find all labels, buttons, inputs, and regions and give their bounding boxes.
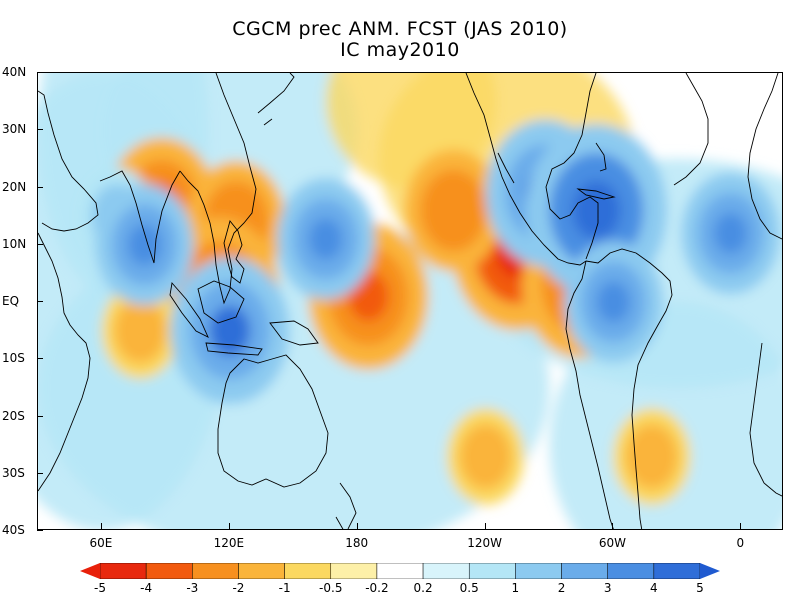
florida-coastline	[595, 142, 607, 172]
northwest-pacific-positive	[436, 189, 471, 232]
x-tick	[484, 523, 486, 530]
new-guinea-coastline	[269, 320, 319, 346]
sumatra-coastline	[169, 281, 209, 338]
north-america-coastline	[465, 73, 587, 266]
colorbar-label: 3	[603, 581, 612, 595]
arabia-coastline	[38, 90, 99, 232]
colorbar-cell	[422, 563, 470, 579]
colorbar-cell	[99, 563, 147, 579]
coastlines	[38, 73, 782, 529]
west-pacific-negative	[309, 218, 343, 260]
y-tick	[37, 530, 43, 531]
y-tick-label: EQ	[2, 294, 20, 308]
borneo-coastline	[197, 280, 245, 324]
x-tick-label: 120E	[213, 536, 245, 550]
x-tick-label: 0	[736, 536, 745, 550]
philippines-coastline	[223, 220, 245, 284]
colorbar-cell	[238, 563, 285, 579]
colorbar-label: 2	[557, 581, 566, 595]
colorbar-label: -2	[232, 581, 245, 595]
colorbar-label: -0.5	[319, 581, 343, 595]
colorbar-label: -0.2	[365, 581, 389, 595]
colorbar-cell	[515, 563, 562, 579]
gulf-coastline	[545, 73, 599, 260]
y-tick-label: 30N	[2, 122, 27, 137]
india-negative	[127, 224, 162, 266]
australia-coastline	[217, 354, 329, 488]
colorbar-cell	[561, 563, 608, 579]
baja-coastline	[497, 152, 515, 184]
southern-africa-coastline	[749, 342, 782, 497]
x-tick	[740, 523, 742, 530]
south-america-coastline	[565, 248, 673, 529]
x-tick	[612, 523, 614, 530]
x-tick-label: 60E	[89, 536, 113, 550]
west-africa-negative	[714, 212, 748, 254]
x-tick	[228, 523, 230, 530]
colorbar-label: 0.5	[459, 581, 479, 595]
y-tick	[37, 186, 43, 188]
y-tick-label: 40S	[2, 523, 25, 537]
new-zealand-coastline	[335, 482, 357, 529]
y-tick	[37, 472, 43, 474]
y-tick	[37, 72, 43, 73]
colorbar-label: 1	[511, 581, 520, 595]
colorbar-label: -3	[186, 581, 199, 595]
colorbar-cell	[376, 563, 424, 579]
y-tick-label: 10S	[2, 351, 25, 366]
x-tick-label: 60W	[598, 536, 627, 550]
indonesia-negative	[209, 305, 251, 356]
x-tick-label: 180	[345, 536, 369, 550]
colorbar-label: -5	[94, 581, 106, 595]
colorbar-label: 0.2	[413, 581, 433, 595]
colorbar-cell	[145, 563, 193, 579]
y-tick-label: 30S	[2, 465, 25, 480]
y-tick-label: 20S	[2, 408, 25, 423]
colorbar-cell	[192, 563, 239, 579]
atlantic-coastline	[673, 73, 709, 186]
y-tick-label: 10N	[2, 236, 27, 251]
japan-coastline	[257, 73, 295, 126]
caribbean-negative	[572, 181, 621, 240]
colorbar-left-arrow	[80, 563, 100, 579]
y-tick-label: 40N	[2, 65, 27, 79]
colorbar-cell	[653, 563, 701, 579]
y-tick	[37, 358, 43, 360]
south-pacific-positive	[472, 440, 499, 473]
colorbar-label: -4	[140, 581, 153, 595]
colorbar-label: -1	[278, 581, 291, 595]
colorbar-cell	[468, 563, 516, 579]
colorbar-right-arrow	[700, 563, 720, 579]
asia-coastline	[179, 73, 257, 305]
y-tick	[37, 301, 43, 302]
y-tick	[37, 129, 43, 131]
y-tick-label: 20N	[2, 179, 27, 194]
colorbar-cell	[330, 563, 378, 579]
colorbar-cell	[284, 563, 332, 579]
indian-ocean-positive	[127, 314, 154, 347]
map-plot-area	[37, 72, 783, 530]
x-tick-label: 120W	[467, 536, 502, 550]
south-america-positive	[638, 440, 665, 473]
y-tick	[37, 415, 43, 417]
amazon-negative	[596, 281, 631, 323]
chart-subtitle: IC may2010	[340, 39, 460, 61]
colorbar-label: 5	[696, 581, 704, 595]
india-coastline	[99, 170, 181, 264]
x-tick	[100, 523, 102, 530]
africa-coastline	[38, 232, 91, 492]
colorbar	[80, 563, 720, 579]
colorbar-cell	[607, 563, 655, 579]
west-africa-coastline	[747, 73, 782, 240]
x-tick	[356, 523, 358, 530]
colorbar-label: 4	[650, 581, 658, 595]
java-coastline	[205, 342, 263, 356]
y-tick	[37, 243, 43, 245]
cuba-coastline	[576, 188, 616, 200]
chart-title: CGCM prec ANM. FCST (JAS 2010)	[232, 18, 568, 40]
precip-anomaly-map	[38, 73, 782, 529]
